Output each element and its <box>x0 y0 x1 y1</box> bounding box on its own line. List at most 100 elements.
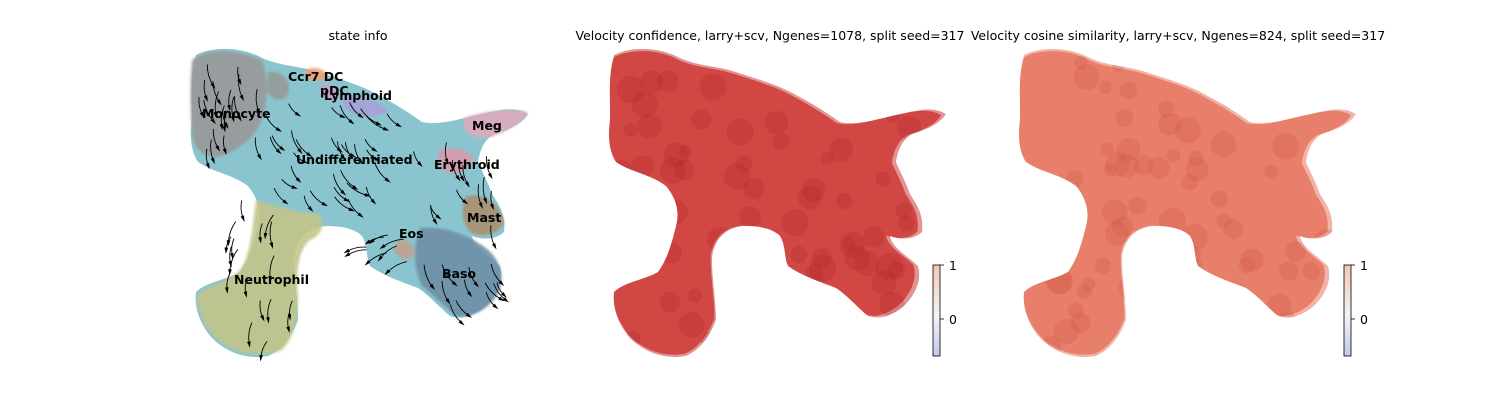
embedding-point <box>854 251 880 277</box>
label-pdc: pDC <box>320 83 349 98</box>
embedding-point <box>805 264 824 283</box>
cluster-lymphoid <box>342 94 388 117</box>
embedding-point <box>1185 157 1209 181</box>
label-meg: Meg <box>472 118 502 133</box>
stream-arrow <box>465 312 473 318</box>
panel-2-embedding <box>568 30 978 380</box>
embedding-point <box>1098 80 1112 95</box>
embedding-body <box>609 51 942 355</box>
stream-arrow <box>227 104 231 112</box>
embedding-point <box>839 231 866 258</box>
stream-arrow <box>213 111 218 119</box>
stream-arrow <box>455 175 461 182</box>
embedding-point <box>1073 64 1100 91</box>
cluster-erythroid <box>438 148 474 174</box>
stream-arrow <box>257 153 262 161</box>
embedding-point <box>1112 216 1133 238</box>
stream-arrow <box>478 202 483 209</box>
stream-arrow <box>240 215 245 222</box>
panel-velocity-confidence: Velocity confidence, larry+scv, Ngenes=1… <box>568 28 978 380</box>
cluster-baso <box>414 227 502 317</box>
embedding-point <box>726 118 754 146</box>
stream-arrow <box>224 247 229 254</box>
cluster-labels: Ccr7 DC pDC Lymphoid Monocyte Meg Undiff… <box>202 69 502 287</box>
embedding-point <box>631 155 654 178</box>
colorbar-2 <box>932 264 941 357</box>
stream-arrow <box>307 206 314 212</box>
stream-arrow <box>203 95 208 102</box>
embedding-point <box>1103 163 1116 177</box>
embedding-point <box>1264 164 1278 179</box>
label-monocyte: Monocyte <box>202 106 271 121</box>
stream-arrow <box>263 232 268 240</box>
embedding-outside-mask <box>568 30 978 380</box>
stream-arrow <box>230 115 235 123</box>
stream-arrow <box>306 152 313 158</box>
embedding-point <box>1166 149 1181 163</box>
stream-arrow <box>483 197 488 205</box>
stream-arrow <box>364 239 371 245</box>
stream-arrow <box>364 259 371 266</box>
embedding-point <box>871 270 897 296</box>
stream-arrow <box>429 283 435 290</box>
stream-arrow <box>379 243 386 250</box>
stream-arrow <box>297 148 303 155</box>
colorbar-3-tick-0: 0 <box>1360 312 1368 327</box>
embedding-point <box>1133 155 1154 176</box>
colorbar-3 <box>1343 264 1352 357</box>
stream-arrow <box>500 291 507 298</box>
embedding-point <box>659 157 686 184</box>
embedding-point <box>1115 109 1134 127</box>
stream-arrow <box>205 162 210 170</box>
embedding-point <box>1070 312 1091 333</box>
embedding-point <box>1100 142 1115 156</box>
stream-arrow <box>259 354 263 362</box>
stream-arrow <box>491 242 497 250</box>
cluster-pdc <box>320 84 339 100</box>
stream-arrow <box>357 158 364 165</box>
stream-arrow <box>445 298 451 305</box>
cluster-neutrophil <box>197 200 323 355</box>
embedding-point <box>623 123 638 137</box>
embedding-point <box>842 236 856 250</box>
panel-3-title: Velocity cosine similarity, larry+scv, N… <box>971 28 1385 43</box>
colorbar-2-tick-0: 0 <box>949 312 957 327</box>
stream-arrow <box>348 207 356 212</box>
stream-arrow <box>275 148 282 155</box>
embedding-point <box>1188 150 1204 167</box>
embedding-point <box>659 291 681 313</box>
embedding-point <box>1147 156 1170 179</box>
label-neutrophil: Neutrophil <box>234 272 309 287</box>
stream-arrows <box>198 64 509 362</box>
stream-arrow <box>384 177 391 183</box>
stream-arrow <box>417 161 423 168</box>
stream-arrow <box>462 199 469 205</box>
stream-arrow <box>466 291 473 298</box>
embedding-point <box>1116 137 1141 162</box>
stream-arrow <box>287 314 292 321</box>
panel-1-embedding <box>190 48 528 358</box>
stream-arrow <box>375 121 383 126</box>
stream-arrow <box>444 158 449 166</box>
embedding-point <box>1278 261 1299 281</box>
colorbar-2-tick-1: 1 <box>949 258 957 273</box>
embedding-point <box>678 144 692 158</box>
label-ccr7-dc: Ccr7 DC <box>288 69 343 84</box>
label-undifferentiated: Undifferentiated <box>296 152 413 167</box>
stream-arrow <box>339 113 347 119</box>
panel-state-info: state info Ccr7 DC pDC Lymphoid Monocyte… <box>190 28 528 362</box>
stream-arrow <box>255 108 260 115</box>
embedding-point <box>772 133 790 150</box>
stream-arrow <box>340 153 346 161</box>
stream-arrow <box>340 189 346 196</box>
panel-3-embedding <box>978 30 1388 380</box>
stream-arrow <box>336 147 343 153</box>
stream-arrow <box>349 152 357 158</box>
stream-arrow <box>459 175 465 183</box>
stream-arrow <box>226 240 231 247</box>
panel-2-title: Velocity confidence, larry+scv, Ngenes=1… <box>576 28 965 43</box>
stream-arrow <box>464 181 470 188</box>
embedding-point <box>735 155 753 173</box>
stream-line <box>229 248 239 272</box>
stream-arrow <box>348 153 354 160</box>
